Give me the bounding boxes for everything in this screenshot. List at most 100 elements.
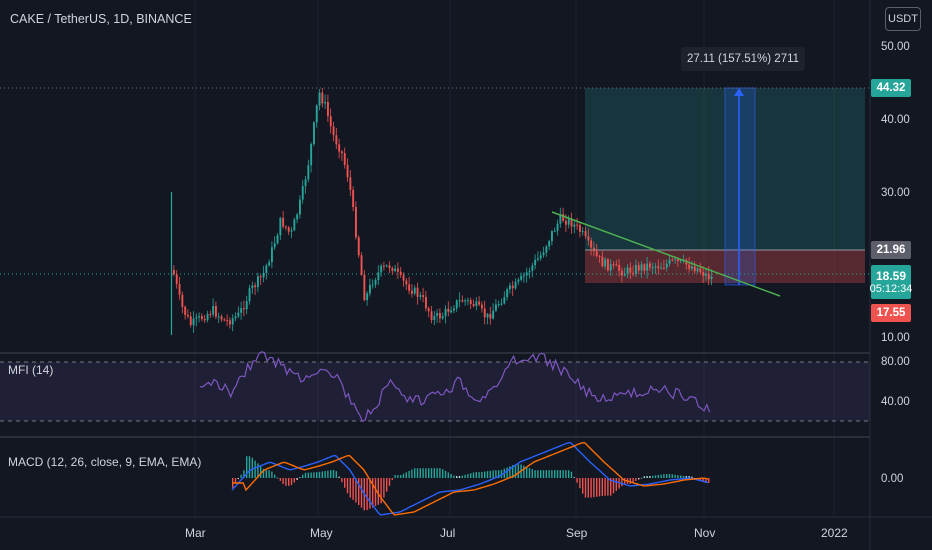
- macd-hist-bar: [349, 478, 351, 498]
- macd-hist-bar: [666, 474, 668, 478]
- candle-body: [503, 297, 506, 304]
- macd-hist-bar: [400, 475, 402, 478]
- candle-body: [243, 308, 245, 310]
- macd-hist-bar: [540, 470, 542, 478]
- candle-body: [567, 218, 570, 225]
- candle-body: [559, 214, 562, 224]
- candle-body: [248, 288, 251, 302]
- macd-hist-bar: [335, 471, 337, 478]
- candle-body: [444, 308, 447, 317]
- candle-body: [710, 276, 713, 280]
- macd-hist-bar: [321, 471, 323, 478]
- candle-body: [257, 276, 259, 288]
- macd-hist-bar: [674, 474, 676, 478]
- candle-body: [304, 179, 307, 187]
- macd-hist-bar: [562, 470, 564, 478]
- macd-hist-bar: [402, 473, 405, 478]
- candle-body: [705, 273, 707, 276]
- macd-hist-bar: [383, 478, 385, 498]
- candle-body: [665, 263, 668, 268]
- candle-body: [646, 263, 649, 271]
- macd-hist-bar: [688, 476, 690, 478]
- macd-hist-bar: [355, 478, 357, 503]
- macd-title[interactable]: MACD (12, 26, close, 9, EMA, EMA): [8, 455, 202, 469]
- candle-body: [329, 116, 332, 127]
- macd-hist-bar: [677, 475, 679, 478]
- candle-body: [632, 272, 635, 274]
- macd-hist-bar: [598, 478, 601, 497]
- candle-body: [189, 316, 192, 326]
- macd-hist-bar: [593, 478, 595, 498]
- candle-body: [355, 207, 357, 238]
- candle-body: [391, 268, 394, 272]
- candle-body: [467, 300, 469, 302]
- macd-hist-bar: [481, 471, 483, 478]
- candle-body: [509, 285, 511, 290]
- candle-body: [545, 246, 548, 253]
- candle-body: [453, 308, 455, 311]
- candle-body: [626, 267, 629, 274]
- trendline[interactable]: [551, 211, 781, 297]
- price-tick: 10.00: [881, 332, 910, 344]
- candle-body: [433, 315, 436, 321]
- macd-hist-bar: [624, 478, 626, 484]
- candle-body: [621, 270, 623, 276]
- candle-body: [360, 255, 363, 275]
- macd-hist-bar: [478, 472, 480, 478]
- candle-body: [562, 214, 565, 221]
- price-tick: 40.00: [881, 114, 910, 126]
- macd-hist-bar: [391, 478, 393, 481]
- candle-body: [262, 272, 265, 278]
- macd-hist-bar: [447, 472, 449, 478]
- candle-body: [551, 231, 553, 242]
- macd-hist-bar: [523, 465, 525, 478]
- candle-body: [287, 227, 290, 232]
- macd-hist-bar: [338, 476, 340, 478]
- candle-body: [215, 305, 217, 317]
- candle-body: [702, 272, 705, 276]
- stop-price-tag: 17.55: [871, 304, 911, 322]
- macd-hist-bar: [484, 471, 486, 478]
- candle-body: [254, 285, 257, 288]
- mfi-title[interactable]: MFI (14): [8, 363, 54, 377]
- candle-body: [349, 177, 352, 190]
- time-label: Sep: [566, 526, 588, 540]
- candle-body: [321, 92, 324, 104]
- macd-hist-bar: [576, 478, 578, 483]
- candle-body: [299, 199, 301, 215]
- macd-hist-bar: [419, 468, 421, 478]
- macd-hist-bar: [649, 476, 651, 478]
- candle-body: [595, 251, 598, 256]
- candle-body: [677, 259, 679, 262]
- macd-hist-bar: [296, 478, 298, 480]
- symbol-title[interactable]: CAKE / TetherUS, 1D, BINANCE: [10, 12, 192, 26]
- candle-body: [301, 186, 304, 200]
- candle-body: [486, 313, 489, 318]
- macd-hist-bar: [548, 470, 550, 478]
- candle-body: [707, 273, 710, 280]
- macd-hist-bar: [414, 468, 416, 478]
- candle-body: [441, 316, 444, 319]
- macd-hist-bar: [405, 472, 407, 478]
- last-price-tag: 18.59 05:12:34: [870, 265, 912, 299]
- macd-hist-bar: [344, 478, 346, 488]
- candle-body: [397, 268, 399, 272]
- macd-hist-bar: [386, 478, 388, 492]
- macd-hist-bar: [341, 478, 343, 483]
- macd-hist-bar: [380, 478, 382, 504]
- long-position-tool[interactable]: [585, 87, 865, 286]
- macd-hist-bar: [394, 475, 396, 478]
- macd-hist-bar: [276, 477, 279, 479]
- macd-hist-bar: [366, 478, 368, 511]
- macd-hist-bar: [422, 468, 424, 478]
- macd-hist-bar: [257, 463, 259, 478]
- macd-hist-bar: [461, 475, 463, 478]
- macd-hist-bar: [680, 475, 682, 478]
- macd-hist-bar: [265, 470, 267, 478]
- macd-hist-bar: [702, 478, 704, 483]
- candle-body: [556, 223, 559, 231]
- macd-signal-line: [232, 442, 709, 516]
- currency-button[interactable]: USDT: [885, 7, 921, 31]
- candle-body: [523, 275, 525, 277]
